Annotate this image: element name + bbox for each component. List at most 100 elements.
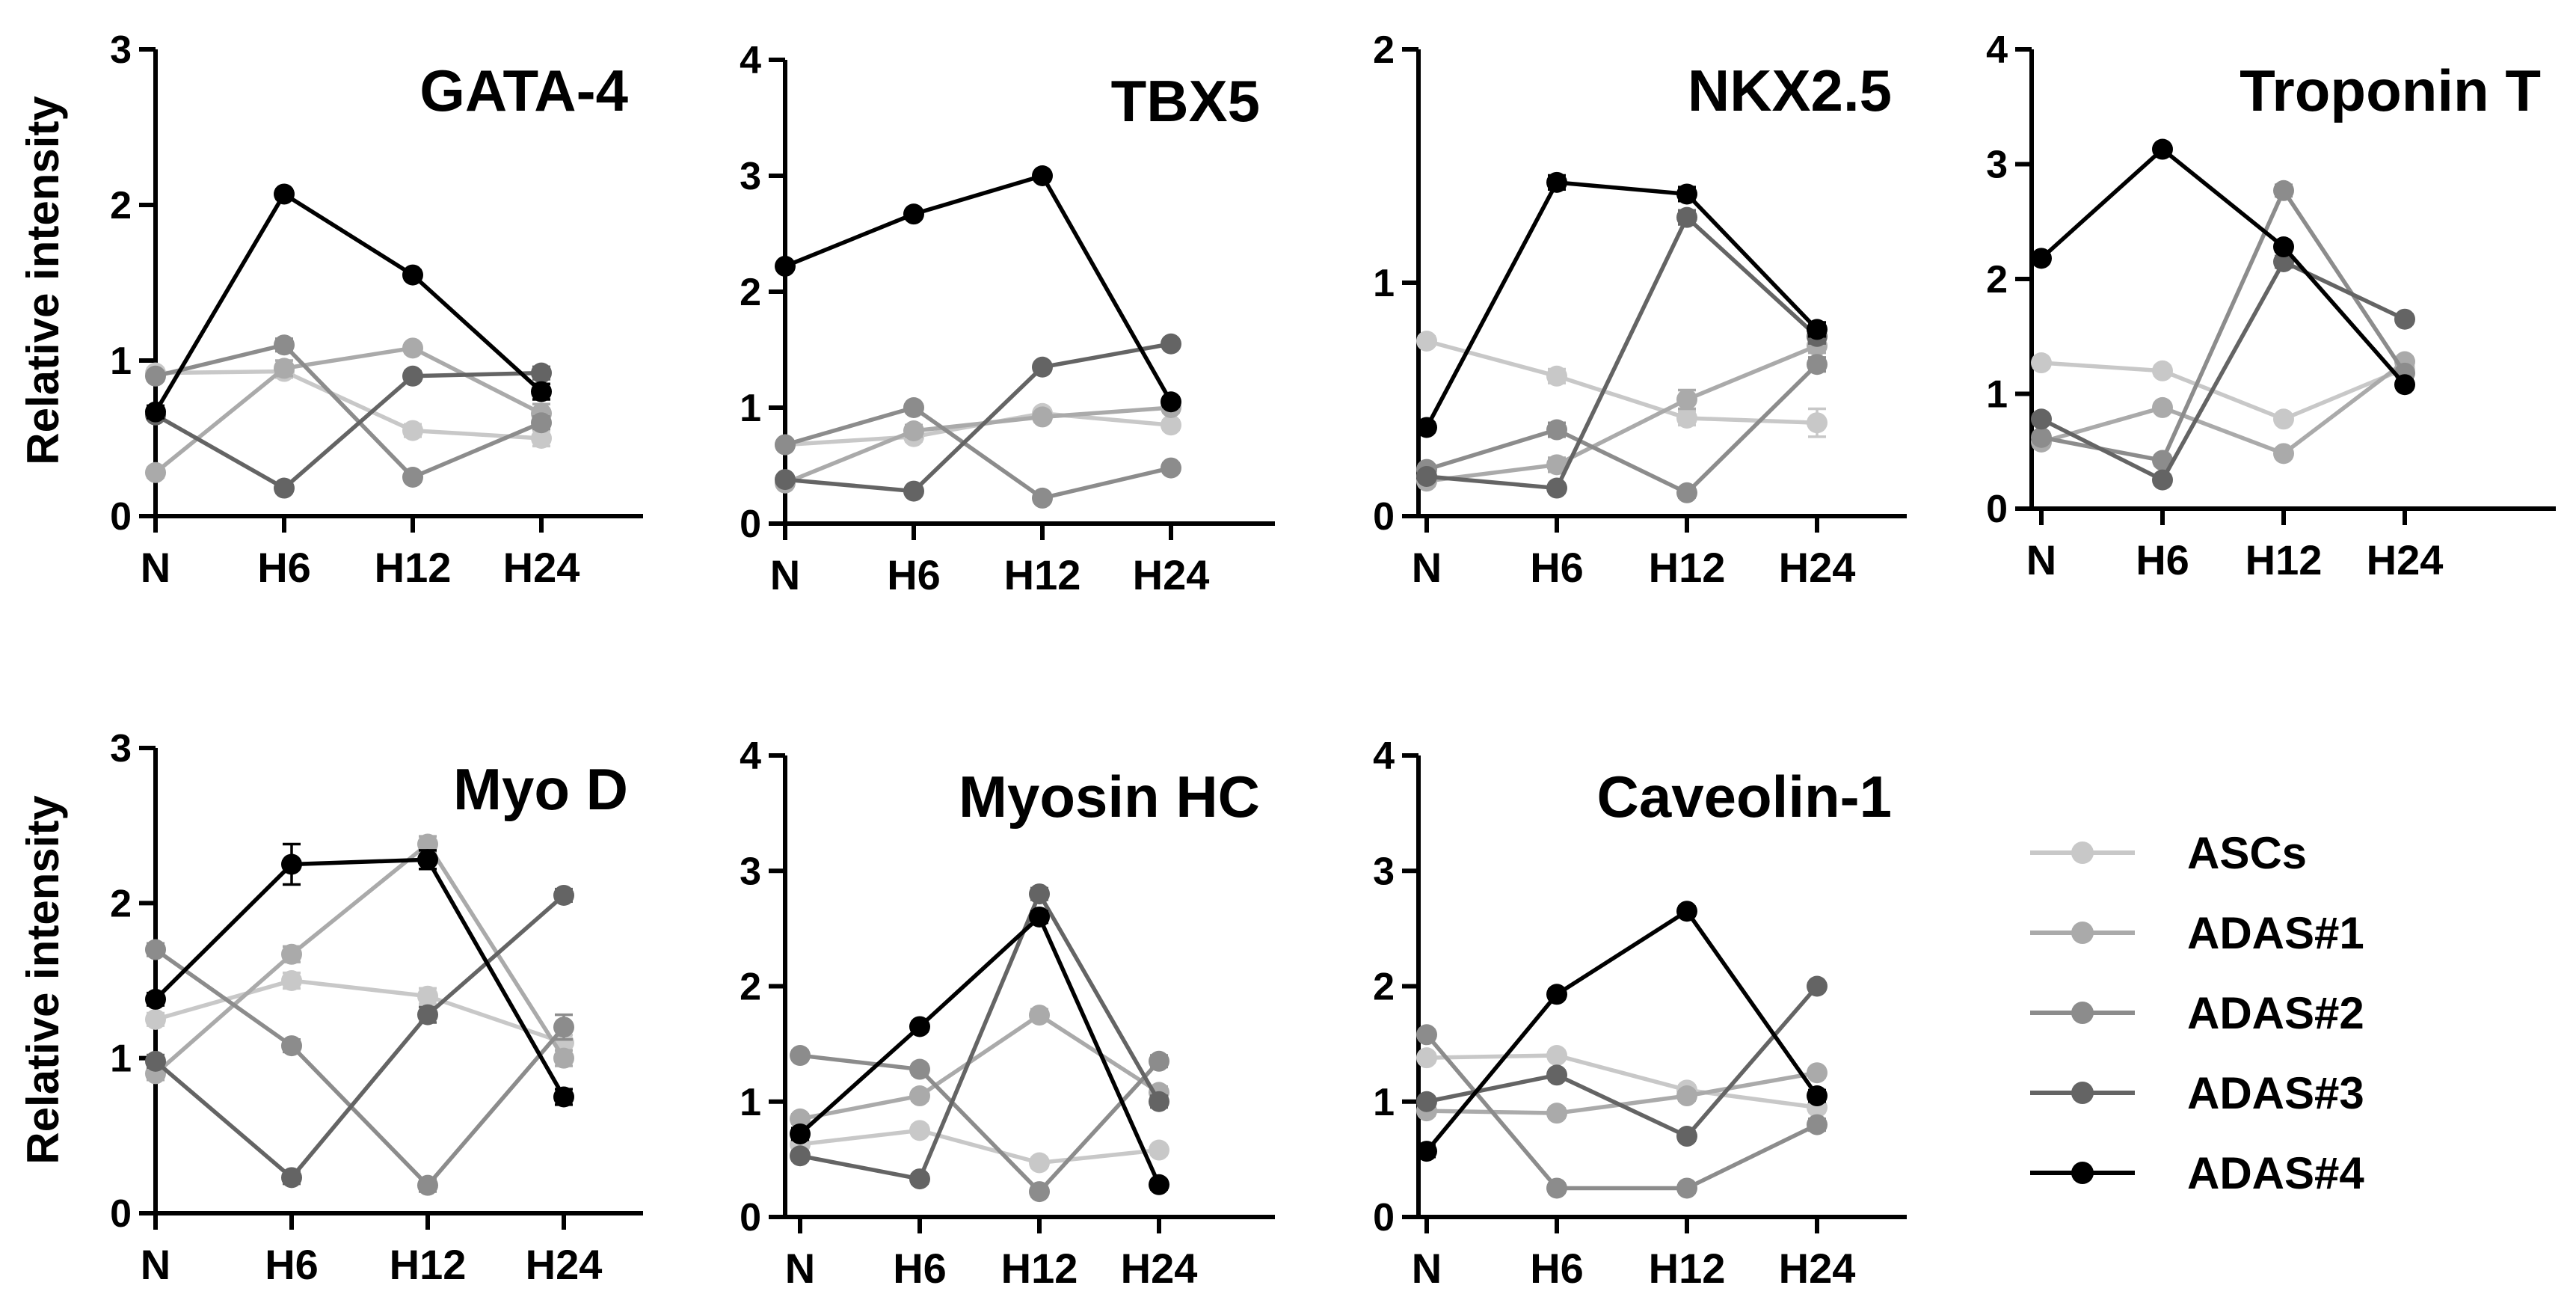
x-tick-label: N [785,1245,815,1292]
x-tick-label: H6 [887,551,941,598]
series-line [1426,215,1819,491]
data-point [909,1085,930,1107]
data-point [790,1145,811,1167]
series-line [154,841,566,1076]
series-line [155,343,543,479]
series-adas-2 [145,334,552,488]
x-tick-label: H12 [1649,1245,1726,1292]
y-tick-label: 0 [740,503,761,546]
panel-myosin-hc: 0 1 2 3 4 N H6 H12 H24 Myosin HC [740,735,1275,1292]
data-point [1546,1103,1567,1124]
legend-marker-ascs [2071,841,2094,864]
y-tick-label: 1 [110,1037,132,1081]
data-point [2273,251,2294,272]
data-point [2031,352,2052,374]
panel-title: GATA-4 [419,58,628,123]
y-axis-label: Relative intensity [18,795,68,1165]
series-line [1426,363,1819,495]
data-point [145,401,166,423]
y-tick-label: 0 [110,495,132,539]
series-line [1426,984,1819,1138]
panel-title: TBX5 [1111,68,1260,134]
legend-label-ascs: ASCs [2187,828,2307,878]
data-point [2031,408,2052,430]
data-point [402,420,423,441]
series-line [1426,1053,1818,1110]
y-tick-label: 4 [1986,28,2008,72]
x-tick-label: N [2026,536,2056,583]
legend-label-adas2: ADAS#2 [2187,988,2364,1038]
series-line [784,342,1172,494]
x-tick-label: N [1412,544,1442,591]
x-tick-label: H12 [1649,544,1726,591]
data-point [1807,412,1828,434]
y-tick-label: 2 [110,882,132,925]
x-tick-label: H12 [375,544,452,591]
data-point [402,264,423,286]
series-adas-4 [790,906,1169,1195]
y-tick-label: 3 [1986,144,2008,187]
panel-caveolin-1: 0 1 2 3 4 N H6 H12 H24 Caveolin-1 [1373,735,1907,1292]
series-line [154,370,542,491]
x-tick-label: H12 [1001,1245,1078,1292]
x-tick-label: N [1412,1245,1442,1292]
series-line [154,346,543,474]
x-tick-label: N [770,551,800,598]
x-tick-label: H6 [2136,536,2189,583]
y-tick-label: 3 [740,850,761,893]
data-point [1149,1050,1169,1072]
x-tick-label: H12 [390,1241,467,1288]
x-tick-label: H24 [1779,1245,1856,1292]
x-tick-label: N [141,544,170,591]
data-point [417,985,438,1007]
series-line [784,405,1172,500]
data-point [1676,389,1697,410]
series-line [1426,343,1819,483]
legend-item-adas2: ADAS#2 [2030,988,2364,1038]
series-adas-3 [790,883,1169,1190]
series-line [1424,180,1819,429]
x-tick-label: H6 [893,1245,947,1292]
data-point [281,943,302,965]
data-point [1676,407,1697,429]
legend-label-adas3: ADAS#3 [2187,1068,2364,1118]
series-adas-4 [1416,901,1828,1162]
x-tick-label: H6 [1530,544,1584,591]
y-tick-label: 2 [740,271,761,314]
data-point [1676,901,1697,922]
data-point [274,334,295,356]
series-line [799,892,1161,1181]
data-point [1032,165,1053,186]
data-point [903,480,924,502]
y-tick-label: 0 [1373,1196,1395,1239]
y-tick-label: 0 [110,1192,132,1236]
data-point [1807,319,1828,340]
data-point [553,884,574,906]
panels: 0 1 2 3 N H6 H12 H24 GATA-4 Relative intensity 0 1 2… [18,28,2556,1292]
data-point [2152,360,2173,381]
series-adas-4 [145,183,552,423]
data-point [402,337,423,359]
data-point [1149,1091,1169,1112]
data-point [2152,138,2173,160]
series-line [153,191,543,414]
data-point [1029,1181,1050,1203]
y-axis-label: Relative intensity [18,96,68,465]
data-point [1807,1114,1828,1135]
series-ascs [2031,352,2415,430]
data-point [417,849,438,871]
series-adas-2 [1416,1024,1828,1199]
data-point [274,183,295,205]
data-point [1416,1024,1437,1046]
panel-title: Myosin HC [959,764,1260,830]
series-line [154,948,566,1188]
y-tick-label: 4 [1373,735,1395,778]
data-point [1546,1045,1567,1067]
data-point [790,1123,811,1144]
panel-gata-4: 0 1 2 3 N H6 H12 H24 GATA-4 Relative intensity [18,28,643,591]
y-tick-label: 1 [740,1081,761,1124]
series-line [2041,361,2406,422]
legend-label-adas4: ADAS#4 [2187,1148,2364,1198]
y-tick-label: 3 [110,28,132,72]
data-point [1546,454,1567,476]
